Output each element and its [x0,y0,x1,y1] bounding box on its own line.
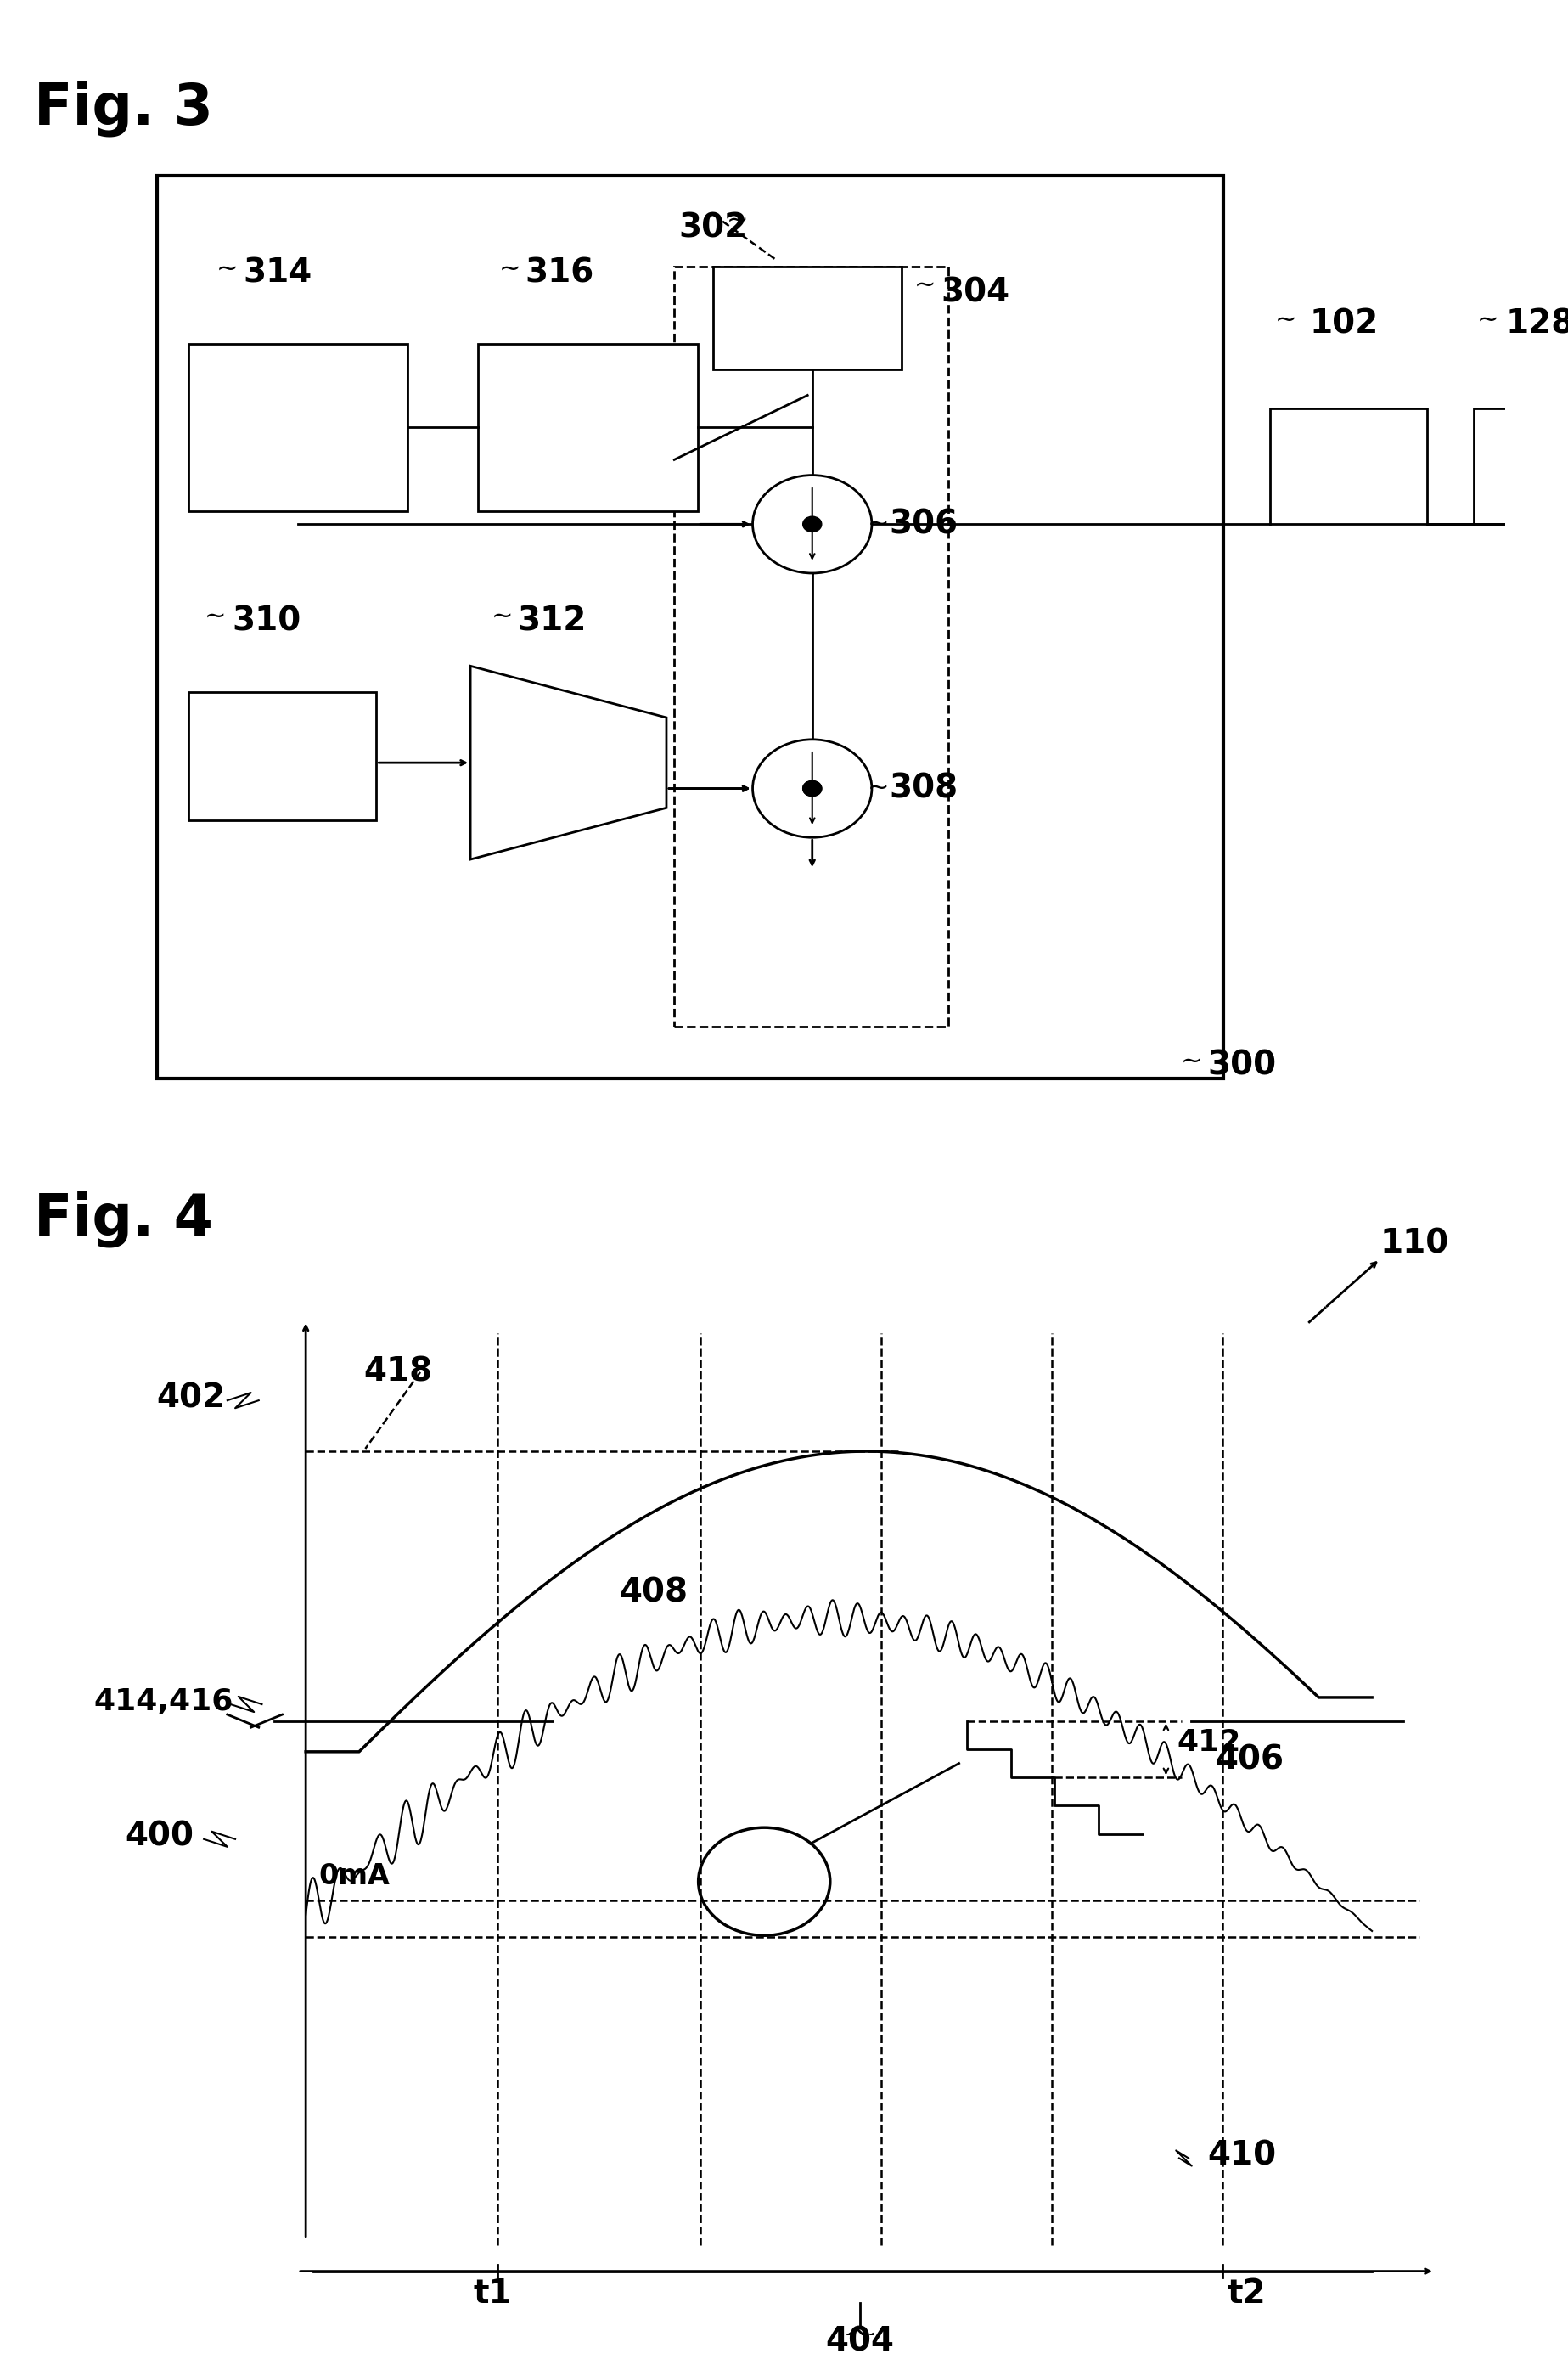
Bar [188,344,408,512]
Text: 418: 418 [364,1356,433,1389]
Text: t1: t1 [474,2279,513,2309]
Bar [478,344,698,512]
Text: ~: ~ [204,604,226,630]
Text: 400: 400 [125,1821,194,1852]
Text: 408: 408 [619,1576,688,1609]
Text: ~: ~ [491,604,513,630]
Text: 410: 410 [1207,2140,1276,2173]
Circle shape [803,781,822,797]
Circle shape [803,781,822,797]
Polygon shape [470,665,666,859]
Text: ~: ~ [726,210,748,234]
Text: 300: 300 [1207,1050,1276,1083]
Text: 128: 128 [1505,309,1568,340]
Bar [157,177,1223,1078]
Text: 312: 312 [517,604,586,637]
Bar [713,267,902,370]
Text: ~: ~ [1477,309,1499,333]
Text: 304: 304 [941,276,1010,309]
Text: 404: 404 [826,2326,895,2357]
Text: Fig. 3: Fig. 3 [34,80,213,137]
Bar [1270,408,1427,524]
Text: 310: 310 [232,604,301,637]
Bar [188,691,376,821]
Text: Fig. 4: Fig. 4 [34,1191,213,1248]
Text: 306: 306 [889,507,958,540]
Text: ~: ~ [499,257,521,281]
Text: ~: ~ [1181,1050,1203,1073]
Text: 110: 110 [1380,1227,1449,1260]
Bar [1474,408,1568,524]
Text: 414,416: 414,416 [94,1687,234,1715]
Circle shape [753,474,872,573]
Text: 402: 402 [157,1382,226,1413]
Bar [674,267,949,1026]
Text: 314: 314 [243,257,312,288]
Text: ~: ~ [914,274,936,297]
Text: ~: ~ [1275,309,1297,333]
Circle shape [753,738,872,837]
Text: t2: t2 [1228,2279,1267,2309]
Text: 102: 102 [1309,309,1378,340]
Text: 302: 302 [679,212,748,243]
Text: 0mA: 0mA [318,1864,389,1890]
Circle shape [803,517,822,531]
Text: 412: 412 [1178,1729,1240,1757]
Text: 406: 406 [1215,1743,1284,1776]
Text: ~: ~ [867,512,889,535]
Text: 308: 308 [889,771,958,804]
Text: ~: ~ [867,776,889,800]
Text: ~: ~ [216,257,238,281]
Text: 316: 316 [525,257,594,288]
